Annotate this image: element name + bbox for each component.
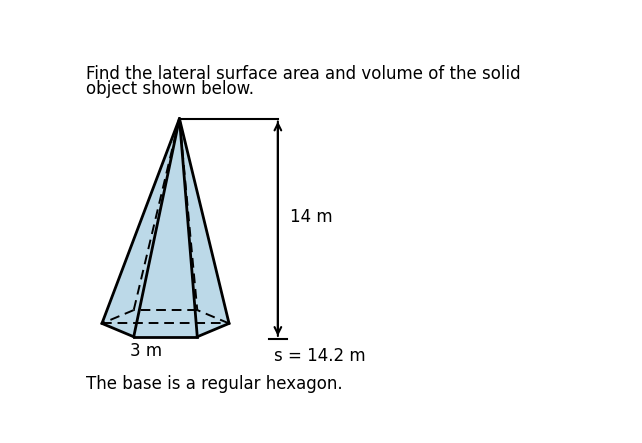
Polygon shape xyxy=(180,119,229,337)
Text: The base is a regular hexagon.: The base is a regular hexagon. xyxy=(87,375,343,393)
Text: 14 m: 14 m xyxy=(290,208,332,226)
Polygon shape xyxy=(102,310,229,337)
Polygon shape xyxy=(102,119,180,337)
Text: s = 14.2 m: s = 14.2 m xyxy=(274,346,366,365)
Text: Find the lateral surface area and volume of the solid: Find the lateral surface area and volume… xyxy=(87,65,521,83)
Polygon shape xyxy=(180,119,229,323)
Polygon shape xyxy=(134,119,197,337)
Text: object shown below.: object shown below. xyxy=(87,80,254,98)
Polygon shape xyxy=(134,119,197,310)
Text: 3 m: 3 m xyxy=(130,342,162,360)
Polygon shape xyxy=(102,119,180,323)
